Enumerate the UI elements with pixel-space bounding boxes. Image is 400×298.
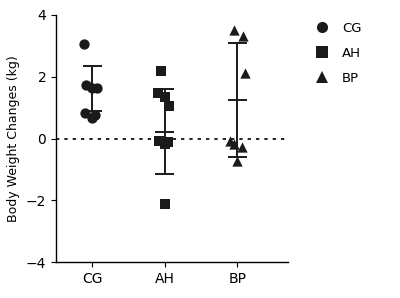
Point bbox=[83, 83, 90, 88]
Point bbox=[166, 104, 172, 108]
Point bbox=[240, 34, 246, 38]
Point bbox=[238, 145, 245, 150]
Point bbox=[89, 116, 96, 121]
Point bbox=[227, 139, 233, 143]
Y-axis label: Body Weight Changes (kg): Body Weight Changes (kg) bbox=[7, 55, 20, 222]
Point bbox=[89, 85, 96, 90]
Point bbox=[165, 140, 172, 145]
Point bbox=[80, 42, 87, 47]
Point bbox=[241, 71, 248, 75]
Point bbox=[94, 86, 100, 91]
Point bbox=[230, 27, 237, 32]
Point bbox=[231, 142, 238, 147]
Point bbox=[156, 139, 162, 143]
Point bbox=[82, 111, 88, 116]
Point bbox=[92, 113, 98, 118]
Point bbox=[234, 159, 240, 163]
Point bbox=[158, 69, 164, 74]
Legend: CG, AH, BP: CG, AH, BP bbox=[304, 17, 367, 90]
Point bbox=[162, 142, 168, 147]
Point bbox=[162, 94, 168, 99]
Point bbox=[162, 202, 168, 207]
Point bbox=[154, 90, 161, 95]
